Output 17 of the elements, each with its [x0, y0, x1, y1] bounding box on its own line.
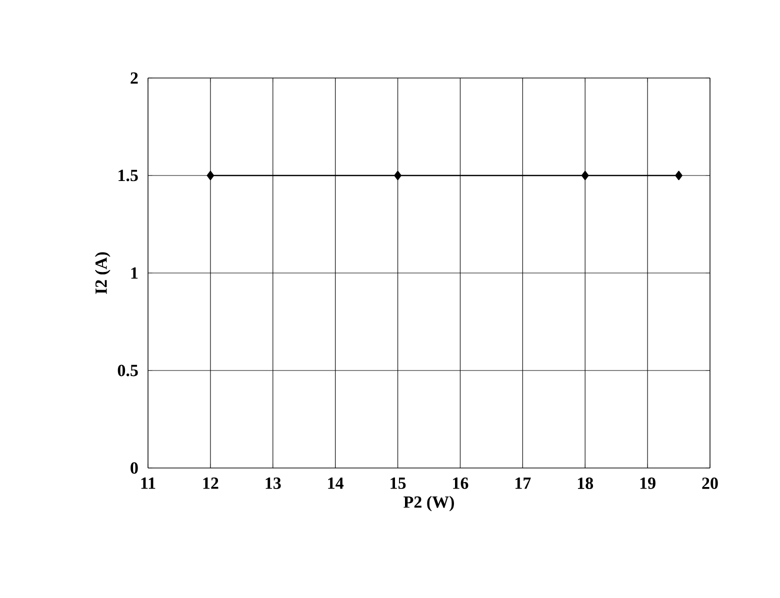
x-tick-label: 19: [640, 478, 656, 489]
x-tick-label: 14: [328, 478, 344, 489]
x-axis-title: P2 (W): [404, 496, 454, 512]
y-axis-title: I2 (A): [94, 252, 110, 294]
y-tick-label: 1.5: [118, 170, 138, 182]
x-tick-label: 15: [390, 478, 406, 489]
x-tick-label: 12: [203, 478, 218, 489]
x-tick-label: 11: [141, 478, 156, 489]
y-tick-label: 1: [131, 267, 138, 279]
x-tick-label: 13: [266, 478, 281, 489]
y-tick-label: 0: [130, 462, 138, 474]
y-tick-label: 0.5: [118, 364, 138, 376]
x-tick-label: 16: [453, 478, 468, 489]
x-tick-label: 17: [516, 478, 531, 489]
x-tick-label: 20: [702, 478, 718, 490]
x-tick-label: 18: [578, 478, 594, 490]
y-tick-label: 2: [130, 72, 138, 84]
